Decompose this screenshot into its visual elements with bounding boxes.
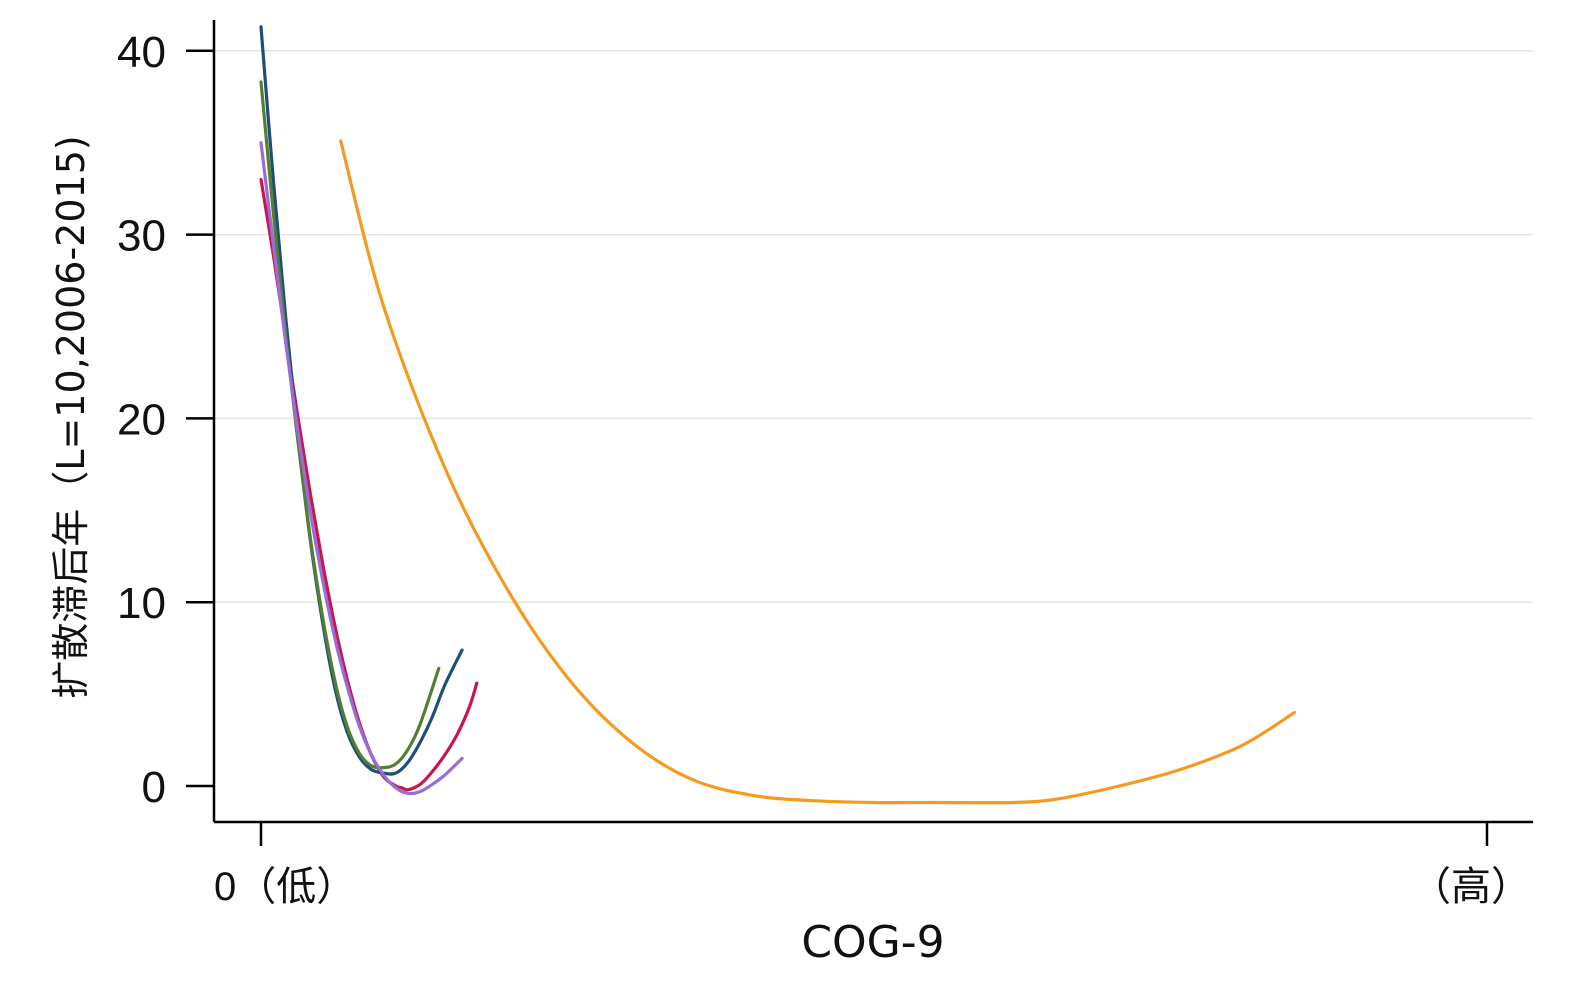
y-tick-label: 30	[117, 212, 166, 261]
series-line	[259, 177, 479, 792]
y-axis-title: 扩散滞后年（L=10,2006-2015)	[49, 135, 93, 698]
ticks: 0 10 20 30 40 0（低） （高）	[117, 28, 1531, 909]
series-line	[259, 25, 464, 776]
series-line	[339, 139, 1297, 805]
axes	[212, 20, 1533, 824]
series-lines	[259, 25, 1297, 805]
x-tick-label: （高）	[1411, 865, 1531, 909]
y-tick-label: 40	[117, 28, 166, 77]
series-line	[259, 141, 464, 796]
y-tick-label: 10	[117, 579, 166, 628]
y-tick-label: 20	[117, 395, 166, 444]
x-tick-label: 0（低）	[214, 865, 356, 909]
x-axis-title: COG-9	[801, 917, 944, 968]
y-tick-label: 0	[142, 763, 166, 812]
gridlines	[214, 50, 1533, 603]
